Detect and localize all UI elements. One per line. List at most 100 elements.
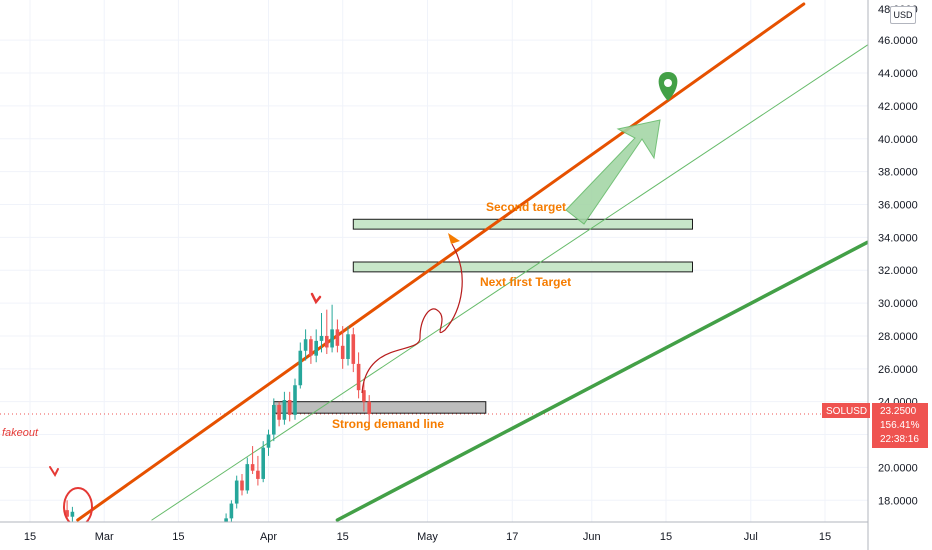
candle [319,312,324,353]
candle-body [330,329,334,348]
candle [65,500,69,520]
candle-body [70,511,75,517]
candle-body [309,339,313,356]
candle [314,329,318,363]
candle [229,500,234,524]
orange-channel [76,2,806,522]
candle-body [287,400,292,415]
x-tick-label: Mar [95,531,114,543]
y-tick-label: 44.0000 [878,68,918,80]
candle-body [240,480,244,491]
candle [282,391,287,425]
x-axis-labels: 15 Mar 15 Apr 15 May 17 Jun 15 Jul 15 [24,531,831,543]
red-arrow-top-icon [310,292,322,305]
candle-body [229,503,234,519]
y-axis-labels: 18.000020.000022.000024.000026.000028.00… [878,35,918,507]
candle [340,326,345,369]
x-tick-label: Jul [744,531,758,543]
location-pin-icon [658,72,678,101]
candle [70,506,75,524]
projection-curve [361,243,463,394]
candle-body [335,329,340,346]
x-tick-label: 17 [506,531,518,543]
second-target-zone [352,218,693,230]
y-tick-label: 42.0000 [878,101,918,113]
zones [273,218,693,414]
candle-body [340,345,345,359]
candle [250,446,255,474]
thick-green-trend [335,240,870,522]
fakeout-label: fakeout [2,427,39,439]
y-tick-label: 30.0000 [878,298,918,310]
candle-body [65,510,69,517]
y-tick-label: 34.0000 [878,232,918,244]
y-tick-label: 26.0000 [878,364,918,376]
y-tick-label: 38.0000 [878,167,918,179]
candle-body [234,480,239,504]
x-tick-label: Jun [583,531,601,543]
x-tick-label: May [417,531,438,543]
y-tick-label: 46.0000 [878,35,918,47]
candle [287,391,292,422]
first-target-zone [352,261,693,273]
candle [298,342,303,389]
x-tick-label: 15 [24,531,36,543]
candle [335,319,340,353]
candle-body [356,363,361,391]
candle [309,335,313,364]
candle [256,455,260,486]
x-tick-label: Apr [260,531,277,543]
candle-body [261,447,265,479]
candle [351,327,356,373]
symbol-badge-bg [822,403,870,418]
first-target-label: Next first Target [480,275,571,289]
projection-arrowhead-icon [448,233,460,244]
red-arrow-bottom-icon [49,466,59,478]
candle [367,395,371,422]
y-tick-label: 40.0000 [878,134,918,146]
currency-button[interactable]: USD [890,6,916,24]
candle-body [298,350,303,386]
annotations-layer: Second target Next first Target Strong d… [2,72,678,527]
x-tick-label: 15 [337,531,349,543]
big-green-arrow-icon [565,119,661,225]
candle-body [272,404,276,435]
second-target-label: Second target [486,200,566,214]
candle [325,309,329,355]
candle-body [250,464,255,471]
candle [272,398,276,442]
candle [356,352,361,399]
candle-body [266,434,271,448]
candle [293,378,297,420]
y-tick-label: 28.0000 [878,331,918,343]
symbol-name: SOLUSD [826,406,867,417]
candle-body [351,334,356,364]
x-tick-label: 15 [172,531,184,543]
demand-zone [273,401,487,414]
candle-body [367,401,371,415]
candle [330,304,334,353]
candles [65,304,371,534]
candle [261,441,265,483]
candle-body [277,404,281,420]
price-change: 156.41% [880,420,920,431]
candle-body [282,400,287,420]
candle [346,326,350,366]
price-badge-bg [872,403,928,448]
symbol-price-badge: SOLUSD 23.2500 156.41% 22:38:16 [822,403,928,448]
y-tick-label: 18.0000 [878,495,918,507]
candle-body [362,390,366,402]
bar-countdown: 22:38:16 [880,434,919,445]
candle [266,429,271,456]
x-tick-label: 15 [660,531,672,543]
thin-green-trend [151,44,868,521]
candle-body [256,470,260,479]
candle-body [319,335,324,341]
y-tick-label: 32.0000 [878,265,918,277]
candle [240,473,244,496]
y-tick-label: 20.0000 [878,462,918,474]
candle-body [346,334,350,359]
candle-body [245,464,250,491]
